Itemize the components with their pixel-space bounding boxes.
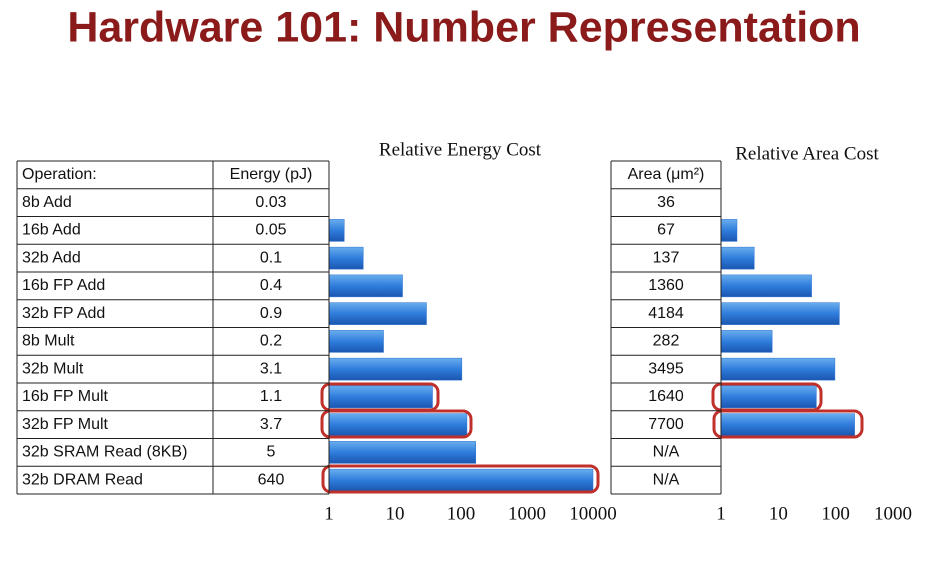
table-cell: 32b DRAM Read xyxy=(22,471,143,488)
table-cell: 16b Add xyxy=(22,222,81,239)
table-cell: 0.9 xyxy=(260,305,282,322)
table-cell: 7700 xyxy=(648,416,684,433)
bar xyxy=(328,413,468,436)
bar xyxy=(720,330,773,353)
table-cell: 3.1 xyxy=(260,360,282,377)
bar xyxy=(328,385,433,409)
bar xyxy=(720,385,817,409)
bar xyxy=(720,274,812,298)
bar xyxy=(720,357,836,381)
table-cell: 36 xyxy=(657,194,675,211)
x-tick-label: 10000 xyxy=(569,503,617,524)
table-cell: 1.1 xyxy=(260,388,282,405)
table-cell: N/A xyxy=(653,471,680,488)
table-cell: N/A xyxy=(653,444,680,461)
x-tick-label: 100 xyxy=(821,503,850,524)
table-cell: 0.1 xyxy=(260,249,282,266)
bar xyxy=(328,219,345,242)
table-cell: 137 xyxy=(653,249,680,266)
table-cell: 4184 xyxy=(648,305,684,322)
table-cell: 16b FP Add xyxy=(22,277,105,294)
x-tick-label: 10 xyxy=(769,503,788,524)
table-cell: 32b Mult xyxy=(22,360,84,377)
highlight xyxy=(321,464,600,494)
table-cell: 1360 xyxy=(648,277,684,294)
x-tick-label: 1 xyxy=(324,503,334,524)
table-header: Area (μm²) xyxy=(628,166,705,183)
x-tick-label: 100 xyxy=(447,503,476,524)
bar xyxy=(328,330,384,353)
table-cell: 282 xyxy=(653,333,680,350)
bar xyxy=(328,274,403,298)
table-cell: 3495 xyxy=(648,360,684,377)
table-cell: 32b FP Mult xyxy=(22,416,109,433)
table-cell: 0.4 xyxy=(260,277,282,294)
table-cell: 5 xyxy=(267,444,276,461)
table-cell: 32b SRAM Read (8KB) xyxy=(22,444,187,461)
slide-title: Hardware 101: Number Representation xyxy=(67,3,860,51)
chart-title: Relative Energy Cost xyxy=(379,139,542,160)
bar xyxy=(720,413,855,436)
x-tick-label: 1000 xyxy=(508,503,546,524)
table-header: Energy (pJ) xyxy=(230,166,313,183)
highlights xyxy=(320,382,864,494)
x-tick-label: 1000 xyxy=(874,503,912,524)
table-cell: 16b FP Mult xyxy=(22,388,109,405)
bar xyxy=(328,357,463,381)
table-cell: 640 xyxy=(258,471,285,488)
bar xyxy=(720,246,755,270)
table-cell: 0.05 xyxy=(255,222,286,239)
bar xyxy=(328,302,427,325)
table-cell: 1640 xyxy=(648,388,684,405)
highlight xyxy=(712,409,864,439)
table-cell: 8b Add xyxy=(22,194,72,211)
bar xyxy=(328,246,364,270)
table-cell: 32b Add xyxy=(22,249,81,266)
x-tick-label: 1 xyxy=(716,503,726,524)
bar xyxy=(720,219,738,242)
table-cell: 0.03 xyxy=(255,194,286,211)
highlight xyxy=(320,409,473,439)
bar xyxy=(720,302,840,325)
table-cell: 0.2 xyxy=(260,333,282,350)
chart-title: Relative Area Cost xyxy=(735,143,879,164)
table-cell: 32b FP Add xyxy=(22,305,105,322)
bar xyxy=(328,468,594,492)
table-cell: 3.7 xyxy=(260,416,282,433)
table-cell: 8b Mult xyxy=(22,333,75,350)
bar xyxy=(328,441,476,464)
table-header: Operation: xyxy=(22,166,97,183)
table-cell: 67 xyxy=(657,222,675,239)
x-tick-label: 10 xyxy=(386,503,405,524)
